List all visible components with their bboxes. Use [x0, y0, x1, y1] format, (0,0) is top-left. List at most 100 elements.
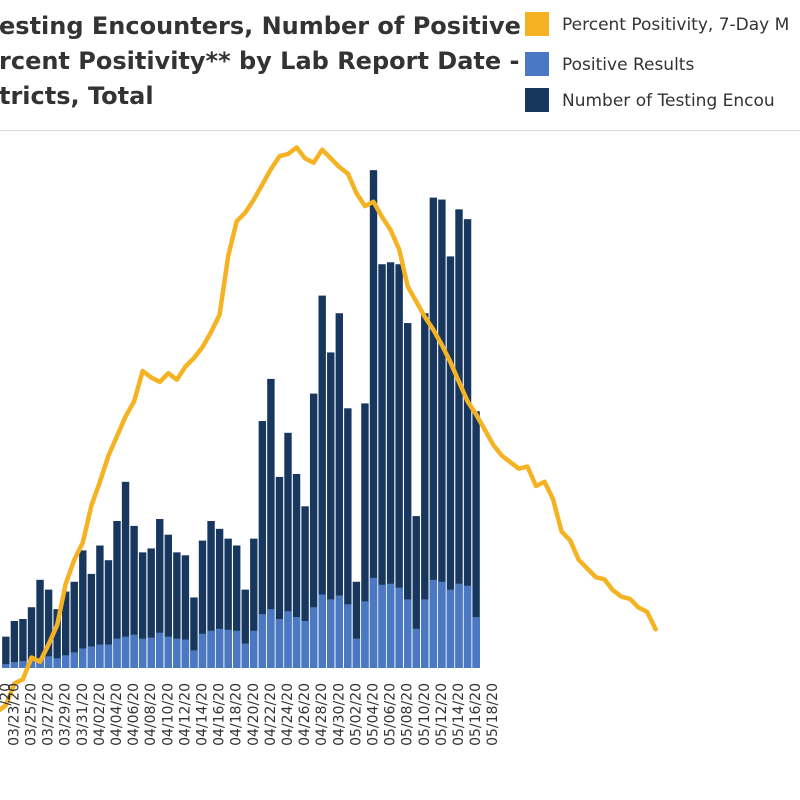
positive-results-bar	[335, 595, 343, 668]
positive-results-bar	[87, 646, 96, 668]
testing-encounters-bar	[292, 473, 301, 668]
positive-results-bar	[438, 581, 446, 668]
testing-encounters-bar	[224, 538, 232, 668]
positive-results-bar	[284, 611, 292, 668]
x-tick-label: 04/08/20	[143, 683, 159, 746]
testing-encounters-bar	[250, 538, 258, 668]
positive-results-bar	[463, 585, 472, 668]
x-tick-label: 03/23/20	[6, 683, 22, 746]
testing-encounters-bar	[267, 378, 275, 668]
testing-encounters-bar	[19, 619, 27, 668]
x-tick-label: 04/02/20	[92, 683, 108, 746]
testing-encounters-bar	[53, 609, 61, 668]
x-tick-label: 03/31/20	[75, 683, 91, 746]
x-tick-label: 05/02/20	[348, 683, 364, 746]
x-tick-label: 04/26/20	[297, 683, 313, 746]
testing-encounters-bar	[44, 589, 53, 668]
positive-results-bar	[224, 629, 232, 668]
x-tick-label: 05/06/20	[383, 683, 399, 746]
testing-encounters-bar	[130, 525, 138, 668]
x-tick-label: 05/12/20	[434, 683, 450, 746]
positive-results-bar	[27, 660, 36, 668]
x-tick-label: 04/28/20	[314, 683, 330, 746]
x-tick-label: 03/25/20	[24, 683, 40, 746]
positive-results-bar	[361, 601, 369, 668]
x-tick-label: 05/04/20	[366, 683, 382, 746]
positive-results-bar	[173, 638, 181, 668]
x-tick-label: 05/08/20	[400, 683, 416, 746]
testing-encounters-bar	[138, 552, 147, 668]
testing-encounters-bar	[275, 476, 284, 668]
testing-encounters-bar	[344, 408, 352, 668]
testing-encounters-bar	[421, 313, 429, 668]
positive-results-bar	[352, 638, 361, 668]
x-tick-label: 04/04/20	[109, 683, 125, 746]
testing-encounters-bar	[455, 209, 463, 669]
positive-results-bar	[190, 650, 198, 668]
x-tick-label: 04/14/20	[195, 683, 211, 746]
positive-results-bar	[44, 656, 53, 668]
bars-group	[2, 170, 480, 669]
positive-results-bar	[421, 599, 429, 668]
testing-encounters-bar	[207, 521, 215, 668]
x-tick-label: 04/20/20	[246, 683, 262, 746]
positive-results-bar	[70, 652, 78, 668]
positive-results-bar	[130, 634, 138, 668]
positive-results-bar	[53, 658, 61, 668]
x-tick-label: 04/16/20	[212, 683, 228, 746]
x-tick-label: 04/10/20	[160, 683, 176, 746]
testing-encounters-bar	[241, 589, 249, 668]
testing-encounters-bar	[27, 607, 36, 668]
chart-legend: Percent Positivity, 7-Day M Positive Res…	[525, 8, 800, 118]
positive-results-bar	[198, 633, 207, 668]
chart-title: esting Encounters, Number of Positive rc…	[0, 12, 520, 122]
testing-encounters-bar	[327, 352, 335, 668]
percent-positivity-line	[0, 145, 658, 713]
positive-results-bar	[164, 636, 172, 668]
testing-encounters-bar	[361, 403, 369, 668]
testing-encounters-bar	[463, 219, 472, 668]
positive-results-bar	[113, 638, 121, 668]
positive-results-bar	[309, 607, 318, 668]
x-tick-label: /20	[0, 683, 14, 706]
legend-swatch-tests	[525, 88, 549, 112]
positive-results-bar	[446, 589, 455, 668]
positive-results-bar	[267, 609, 275, 668]
chart-title-line-3: tricts, Total	[0, 82, 154, 110]
positive-results-bar	[19, 661, 27, 668]
positive-results-bar	[429, 579, 438, 668]
positive-results-bar	[156, 632, 164, 668]
x-tick-label: 04/06/20	[126, 683, 142, 746]
positive-results-bar	[395, 587, 403, 668]
positive-results-bar	[215, 628, 224, 668]
testing-encounters-bar	[335, 313, 343, 668]
positive-results-bar	[207, 630, 215, 668]
positive-results-bar	[344, 604, 352, 668]
x-tick-label: 04/22/20	[263, 683, 279, 746]
testing-encounters-bar	[386, 262, 395, 668]
positive-results-bar	[96, 644, 104, 668]
testing-encounters-bar	[301, 506, 309, 668]
testing-encounters-bar	[156, 519, 164, 668]
testing-encounters-bar	[395, 264, 403, 668]
testing-encounters-bar	[233, 545, 241, 668]
x-tick-label: 05/18/20	[485, 683, 501, 746]
legend-label-testing-encounters: Number of Testing Encou	[562, 91, 775, 111]
positive-results-bar	[318, 594, 326, 668]
positive-results-bar	[147, 637, 155, 668]
testing-encounters-bar	[113, 521, 121, 668]
positive-results-bar	[250, 630, 258, 668]
testing-encounters-bar	[429, 197, 438, 668]
testing-encounters-bar	[147, 548, 155, 668]
positive-results-bar	[233, 630, 241, 668]
positive-results-bar	[138, 638, 147, 668]
testing-encounters-bar	[309, 393, 318, 668]
testing-encounters-bar	[70, 581, 78, 668]
line-group	[0, 145, 658, 713]
x-tick-label: 03/29/20	[58, 683, 74, 746]
testing-encounters-bar	[87, 573, 96, 668]
x-tick-label: 03/27/20	[41, 683, 57, 746]
testing-encounters-bar	[412, 516, 420, 668]
x-tick-label: 04/24/20	[280, 683, 296, 746]
